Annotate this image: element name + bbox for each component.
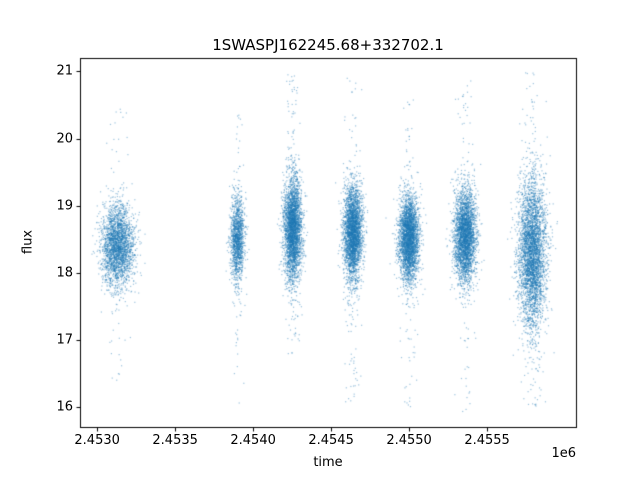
x-tick-label: 2.4550	[386, 433, 432, 448]
x-tick-label: 2.4540	[230, 433, 276, 448]
y-tick-label: 18	[56, 265, 73, 281]
x-tick-label: 2.4530	[74, 433, 120, 448]
x-tick-label: 2.4535	[152, 433, 198, 448]
y-axis-label: flux	[20, 229, 36, 255]
y-tick-label: 16	[56, 399, 73, 415]
y-tick-label: 17	[56, 332, 73, 348]
y-tick-label: 20	[56, 131, 73, 146]
x-axis-label: time	[313, 455, 343, 470]
y-tick-label: 21	[56, 63, 73, 79]
x-tick-label: 2.4555	[464, 433, 510, 448]
x-tick-label: 2.4545	[308, 433, 354, 448]
y-tick-label: 19	[56, 198, 73, 214]
chart-title: 1SWASPJ162245.68+332702.1	[212, 36, 444, 54]
x-axis-offset-label: 1e6	[551, 446, 576, 461]
